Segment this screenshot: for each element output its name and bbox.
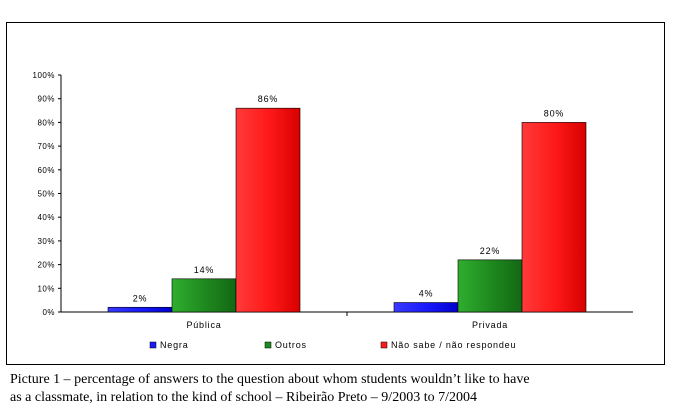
y-tick-label: 0%	[42, 308, 55, 317]
bar-chart: 0% 10% 20% 30% 40% 50% 60% 70% 80% 90% 100% Pública…	[33, 71, 633, 350]
data-label: 22%	[480, 246, 500, 256]
y-tick-label: 60%	[37, 166, 55, 175]
y-tick-label: 10%	[37, 284, 55, 293]
bar-outros-1	[457, 259, 523, 313]
y-tick-label: 70%	[37, 142, 55, 151]
caption-line-1: Picture 1 – percentage of answers to the…	[10, 372, 530, 387]
y-tick-label: 20%	[37, 261, 55, 270]
y-tick-label: 90%	[37, 95, 55, 104]
legend-label: Não sabe / não respondeu	[391, 340, 516, 350]
legend-label: Negra	[160, 340, 189, 350]
y-tick-label: 50%	[37, 190, 55, 199]
bar-não-0	[235, 107, 301, 313]
legend-swatch	[149, 341, 157, 349]
caption-line-2: as a classmate, in relation to the kind …	[10, 390, 477, 405]
bar-negra-0	[107, 306, 173, 313]
y-tick-label: 30%	[37, 237, 55, 246]
bar-não-1	[521, 122, 587, 313]
data-label: 86%	[258, 94, 278, 104]
y-tick-label: 100%	[33, 71, 55, 80]
data-label: 80%	[544, 108, 564, 118]
y-tick-label: 80%	[37, 118, 55, 127]
chart-frame: 0% 10% 20% 30% 40% 50% 60% 70% 80% 90% 100% Pública…	[6, 22, 665, 365]
legend-swatch	[264, 341, 272, 349]
figure-caption: Picture 1 – percentage of answers to the…	[10, 371, 670, 407]
category-label: Privada	[472, 320, 508, 330]
bar-outros-0	[171, 278, 237, 313]
data-label: 14%	[194, 265, 214, 275]
data-label: 2%	[133, 293, 148, 303]
data-label: 4%	[419, 289, 434, 299]
legend-swatch	[380, 341, 388, 349]
y-tick-label: 40%	[37, 213, 55, 222]
legend-label: Outros	[275, 340, 307, 350]
bar-negra-1	[393, 302, 459, 313]
category-label: Pública	[186, 320, 221, 330]
